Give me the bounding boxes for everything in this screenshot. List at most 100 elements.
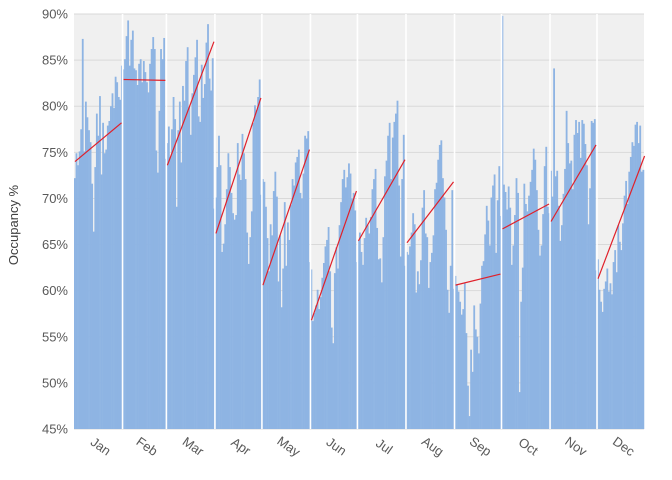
bar bbox=[189, 134, 192, 430]
bar bbox=[313, 312, 316, 429]
bar bbox=[429, 262, 432, 429]
bar bbox=[346, 177, 349, 429]
bar bbox=[130, 39, 133, 429]
bar bbox=[127, 20, 130, 429]
bar bbox=[177, 130, 180, 429]
bar bbox=[294, 162, 297, 429]
bar bbox=[341, 179, 344, 429]
bar bbox=[520, 301, 523, 429]
y-tick-label: 80% bbox=[42, 99, 68, 114]
bar bbox=[211, 58, 214, 430]
bar bbox=[299, 192, 302, 429]
bar bbox=[571, 189, 574, 429]
y-tick-label: 50% bbox=[42, 375, 68, 390]
bar bbox=[224, 224, 227, 429]
bar bbox=[197, 116, 200, 429]
bar bbox=[283, 202, 286, 429]
bar bbox=[615, 272, 618, 429]
bar bbox=[570, 160, 573, 429]
bar bbox=[111, 93, 114, 430]
bar bbox=[431, 252, 433, 429]
bar bbox=[136, 85, 139, 429]
bar bbox=[468, 416, 471, 429]
bar bbox=[496, 200, 499, 429]
bar bbox=[629, 156, 632, 429]
bar bbox=[207, 24, 209, 430]
bar bbox=[225, 189, 228, 429]
bar bbox=[202, 97, 205, 429]
bar bbox=[592, 122, 595, 430]
bar bbox=[133, 68, 136, 430]
bar bbox=[435, 182, 438, 429]
bar bbox=[557, 205, 560, 429]
bar bbox=[290, 204, 292, 429]
bar bbox=[219, 165, 222, 429]
y-tick-label: 65% bbox=[42, 237, 68, 252]
bar bbox=[81, 38, 84, 430]
bar bbox=[534, 159, 537, 429]
x-axis-ticks: Jan Feb Mar Apr May Jun Jul Aug Sep Oct Nov Dec bbox=[88, 433, 638, 460]
bar bbox=[582, 123, 585, 429]
bar bbox=[463, 283, 466, 429]
bar bbox=[554, 176, 557, 429]
trend-line bbox=[262, 149, 311, 286]
bar bbox=[326, 239, 328, 429]
bar bbox=[250, 211, 253, 429]
bar bbox=[374, 168, 377, 429]
bar bbox=[393, 121, 396, 430]
trend-line bbox=[502, 203, 550, 230]
bar bbox=[396, 100, 399, 429]
bar bbox=[161, 59, 164, 429]
trend-line bbox=[357, 159, 406, 242]
bar bbox=[316, 289, 319, 429]
bar bbox=[440, 140, 443, 429]
bar bbox=[340, 202, 343, 429]
bar bbox=[252, 122, 255, 430]
bar bbox=[235, 215, 238, 429]
bar bbox=[183, 100, 186, 429]
bar bbox=[125, 36, 128, 430]
bar bbox=[80, 129, 83, 429]
bar bbox=[230, 192, 233, 429]
bar bbox=[597, 259, 599, 429]
bar bbox=[352, 192, 355, 429]
x-tick-label: Jul bbox=[373, 435, 395, 457]
bar bbox=[537, 229, 540, 429]
bar bbox=[166, 143, 169, 429]
bar bbox=[474, 329, 477, 429]
bar bbox=[244, 179, 247, 429]
bar bbox=[418, 284, 421, 429]
bar bbox=[512, 245, 515, 429]
bar bbox=[227, 153, 230, 429]
bar bbox=[628, 171, 631, 429]
bar bbox=[236, 143, 239, 429]
bar bbox=[526, 211, 529, 429]
bar bbox=[377, 259, 380, 429]
bar bbox=[131, 30, 134, 429]
bar bbox=[462, 309, 465, 429]
bar bbox=[84, 101, 87, 429]
bar bbox=[391, 137, 394, 430]
bar bbox=[471, 371, 474, 429]
bar bbox=[357, 240, 360, 429]
bar bbox=[376, 227, 379, 429]
bar bbox=[156, 172, 159, 429]
bar bbox=[395, 113, 397, 429]
bar bbox=[405, 251, 408, 429]
bar bbox=[167, 126, 170, 429]
bar bbox=[305, 138, 308, 429]
bar bbox=[239, 180, 242, 429]
bar bbox=[279, 235, 281, 429]
bar bbox=[312, 321, 314, 429]
bar bbox=[344, 187, 347, 429]
bar bbox=[535, 190, 538, 429]
trend-line bbox=[406, 181, 454, 244]
bar bbox=[246, 232, 249, 429]
bar bbox=[327, 227, 330, 429]
bar bbox=[319, 297, 322, 429]
bar bbox=[180, 162, 183, 429]
bar bbox=[77, 165, 79, 429]
bar bbox=[169, 156, 172, 429]
bar bbox=[401, 179, 404, 429]
bar bbox=[426, 237, 429, 429]
